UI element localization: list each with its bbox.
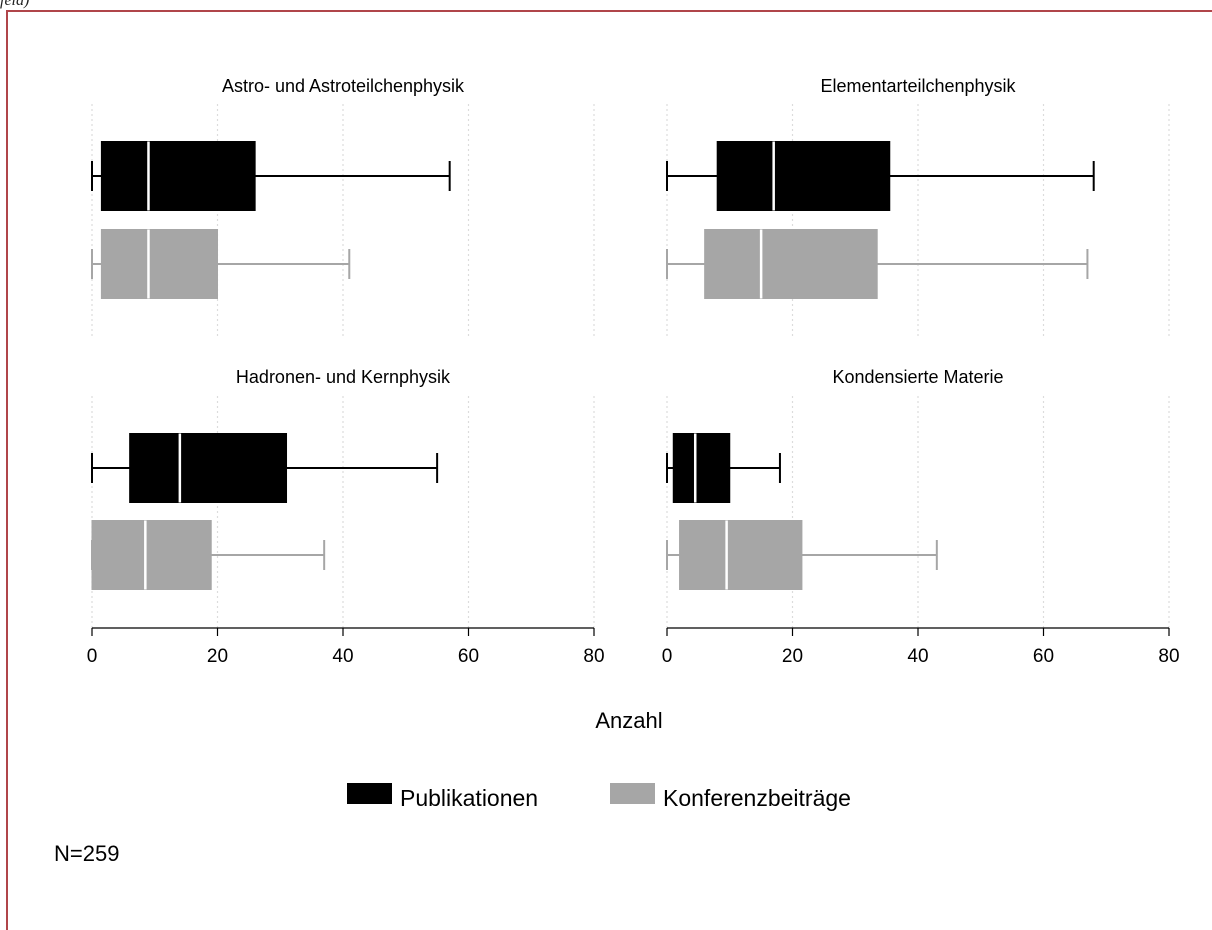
box-publikationen [666, 433, 781, 503]
iqr-box [716, 141, 891, 211]
x-axis-kondensierte-materie: 0 20 40 60 80 [662, 627, 1180, 667]
legend-label: Publikationen [400, 785, 538, 811]
iqr-box [704, 229, 878, 299]
x-tick-label: 0 [662, 646, 673, 667]
legend-item-publikationen: Publikationen [347, 783, 538, 811]
iqr-box [679, 520, 803, 590]
panel-astro-und-astroteilchenphysik: Astro- und Astroteilchenphysik [91, 76, 595, 338]
panel-title: Elementarteilchenphysik [820, 76, 1016, 96]
x-tick-label: 80 [1158, 646, 1179, 667]
x-axes: 0 20 40 60 80 0 20 40 60 80 [87, 627, 1180, 667]
panel-elementarteilchenphysik: Elementarteilchenphysik [666, 76, 1170, 338]
legend-swatch [347, 783, 392, 804]
caption-fragment: feld) [0, 0, 30, 9]
x-tick-label: 40 [907, 646, 928, 667]
legend-swatch [610, 783, 655, 804]
box-konferenzbeitr-ge [91, 229, 351, 299]
panels: Astro- und Astroteilchenphysik Elementart… [91, 76, 1170, 628]
legend-item-konferenzbeitr-ge: Konferenzbeiträge [610, 783, 851, 811]
box-publikationen [91, 141, 451, 211]
box-konferenzbeitr-ge [91, 520, 326, 590]
panel-title: Astro- und Astroteilchenphysik [222, 76, 465, 96]
legend: Publikationen Konferenzbeiträge [347, 783, 851, 811]
iqr-box [129, 433, 288, 503]
x-tick-label: 0 [87, 646, 98, 667]
panel-title: Hadronen- und Kernphysik [236, 367, 451, 387]
figure-frame [6, 10, 1212, 930]
box-konferenzbeitr-ge [666, 520, 938, 590]
box-konferenzbeitr-ge [666, 229, 1089, 299]
x-tick-label: 80 [583, 646, 604, 667]
x-tick-label: 20 [207, 646, 228, 667]
legend-label: Konferenzbeiträge [663, 785, 851, 811]
x-tick-label: 20 [782, 646, 803, 667]
box-publikationen [666, 141, 1095, 211]
panel-title: Kondensierte Materie [832, 367, 1003, 387]
iqr-box [100, 229, 218, 299]
x-axis-hadronen-und-kernphysik: 0 20 40 60 80 [87, 627, 605, 667]
iqr-box [672, 433, 731, 503]
x-axis-title: Anzahl [595, 708, 662, 733]
x-tick-label: 60 [458, 646, 479, 667]
sample-size-note: N=259 [54, 841, 119, 866]
panel-kondensierte-materie: Kondensierte Materie [666, 367, 1170, 628]
x-tick-label: 40 [332, 646, 353, 667]
iqr-box [91, 520, 212, 590]
box-publikationen [91, 433, 439, 503]
panel-hadronen-und-kernphysik: Hadronen- und Kernphysik [91, 367, 595, 628]
x-tick-label: 60 [1033, 646, 1054, 667]
iqr-box [100, 141, 256, 211]
